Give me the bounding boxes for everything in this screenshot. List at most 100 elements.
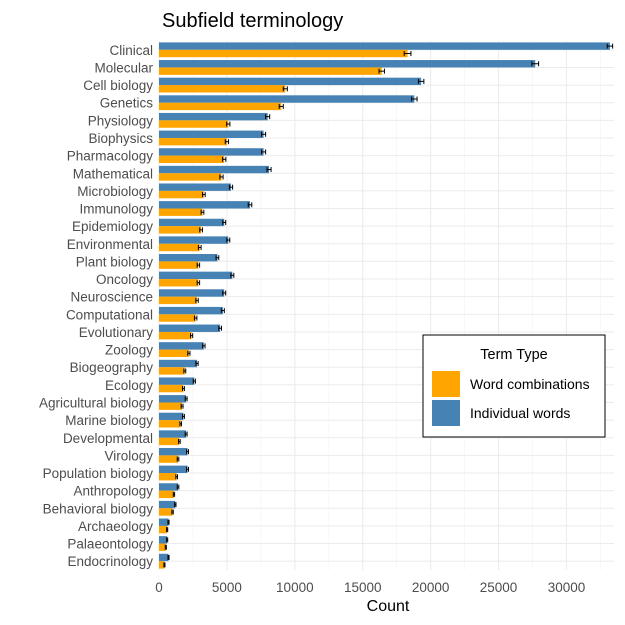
bar: [159, 490, 174, 499]
x-tick-label: 15000: [344, 580, 382, 595]
bar: [159, 120, 229, 128]
bar: [159, 367, 185, 375]
y-tick-label: Agricultural biology: [39, 395, 153, 410]
legend-items: Word combinations Individual words: [432, 371, 590, 426]
error-bars: [163, 43, 614, 568]
y-tick-label: Physiology: [88, 113, 154, 128]
y-tick-label: Behavioral biology: [43, 501, 154, 516]
x-tick-label: 5000: [212, 580, 242, 595]
bar: [159, 342, 204, 350]
y-tick-label: Immunology: [79, 202, 153, 217]
bar: [159, 148, 264, 156]
x-tick-label: 25000: [480, 580, 518, 595]
bar: [159, 296, 198, 305]
bar: [159, 173, 222, 181]
bar: [159, 190, 204, 199]
x-tick-label: 10000: [276, 580, 314, 595]
y-tick-label: Microbiology: [77, 184, 153, 199]
bar: [159, 420, 181, 428]
bar: [159, 437, 180, 446]
bar: [159, 543, 166, 551]
bar: [159, 359, 198, 368]
x-axis-title: Count: [367, 598, 410, 615]
bar: [159, 236, 229, 244]
bar: [159, 218, 225, 227]
bar: [159, 455, 179, 463]
y-tick-label: Neuroscience: [70, 290, 153, 305]
bar: [159, 261, 199, 269]
bar: [159, 60, 536, 68]
bar: [159, 324, 221, 332]
y-tick-labels: Clinical Molecular Cell biology Genetics Phy…: [39, 43, 154, 569]
y-tick-label: Oncology: [96, 272, 153, 287]
y-tick-label: Plant biology: [76, 254, 154, 269]
y-tick-label: Population biology: [43, 466, 154, 481]
bar: [159, 518, 169, 526]
bar: [159, 67, 382, 75]
y-tick-label: Biophysics: [88, 131, 153, 146]
bar: [159, 42, 610, 50]
bar: [159, 508, 173, 516]
bar: [159, 536, 168, 544]
bar: [159, 395, 187, 403]
bar: [159, 254, 218, 262]
bar: [159, 561, 165, 569]
x-tick-labels: 0 5000 10000 15000 20000 25000 30000: [155, 580, 585, 595]
bar: [159, 201, 250, 209]
bar: [159, 483, 179, 491]
bar: [159, 289, 225, 297]
y-tick-label: Anthropology: [73, 484, 153, 499]
bar: [159, 525, 168, 534]
y-tick-label: Environmental: [67, 237, 153, 252]
bar: [159, 137, 227, 146]
bar: [159, 553, 169, 562]
bar: [159, 95, 415, 103]
bar: [159, 377, 195, 385]
y-tick-label: Cell biology: [83, 78, 153, 93]
bar: [159, 130, 264, 138]
y-tick-label: Epidemiology: [72, 219, 153, 234]
bar: [159, 208, 203, 216]
y-tick-label: Palaeontology: [67, 537, 153, 552]
bar: [159, 226, 202, 234]
bar: [159, 183, 231, 191]
x-tick-label: 30000: [548, 580, 586, 595]
bars: [159, 42, 610, 569]
y-tick-label: Archaeology: [78, 519, 153, 534]
legend-swatch: [432, 400, 460, 426]
bar: [159, 271, 233, 280]
y-tick-label: Genetics: [100, 96, 154, 111]
bar: [159, 243, 200, 252]
y-tick-label: Developmental: [63, 431, 153, 446]
legend-label: Word combinations: [470, 376, 590, 392]
x-tick-label: 0: [155, 580, 163, 595]
bar: [159, 155, 225, 164]
y-tick-label: Computational: [66, 307, 153, 322]
bar: [159, 314, 196, 322]
bar: [159, 77, 422, 86]
bar: [159, 112, 268, 121]
legend-label: Individual words: [470, 405, 570, 421]
x-tick-label: 20000: [412, 580, 450, 595]
legend: Term Type Word combinations Individual wo…: [422, 334, 606, 438]
bar: [159, 447, 188, 456]
y-tick-label: Virology: [104, 448, 153, 463]
y-tick-label: Biogeography: [70, 360, 154, 375]
legend-title: Term Type: [480, 347, 547, 363]
y-tick-label: Marine biology: [65, 413, 153, 428]
y-tick-label: Mathematical: [73, 166, 153, 181]
bar: [159, 430, 187, 438]
bar: [159, 49, 408, 58]
bar: [159, 473, 177, 481]
bar: [159, 279, 199, 287]
bar: [159, 500, 176, 509]
y-tick-label: Clinical: [109, 43, 153, 58]
y-tick-label: Zoology: [105, 343, 153, 358]
y-tick-label: Molecular: [94, 60, 153, 75]
y-tick-label: Evolutionary: [79, 325, 154, 340]
bar: [159, 306, 223, 315]
chart-title: Subfield terminology: [162, 10, 343, 32]
bar: [159, 402, 183, 410]
bar: [159, 85, 286, 93]
